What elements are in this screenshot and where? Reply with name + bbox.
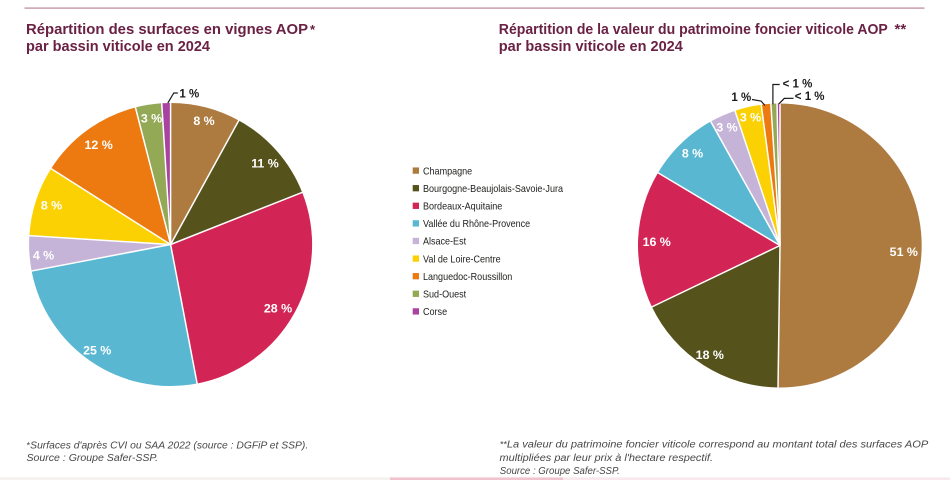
svg-text:Champagne: Champagne bbox=[423, 166, 472, 177]
svg-text:51 %: 51 % bbox=[890, 245, 918, 259]
svg-text:Source : Groupe Safer-SSP.: Source : Groupe Safer-SSP. bbox=[500, 466, 620, 477]
svg-text:18 %: 18 % bbox=[696, 348, 724, 362]
svg-text:par bassin viticole en 2024: par bassin viticole en 2024 bbox=[26, 38, 211, 55]
svg-text:Vallée du Rhône-Provence: Vallée du Rhône-Provence bbox=[423, 219, 530, 230]
svg-text:25 %: 25 % bbox=[83, 344, 111, 358]
svg-text:28 %: 28 % bbox=[264, 302, 292, 316]
svg-text:11 %: 11 % bbox=[251, 157, 279, 171]
svg-text:Bordeaux-Aquitaine: Bordeaux-Aquitaine bbox=[423, 202, 503, 213]
svg-text:par bassin viticole en 2024: par bassin viticole en 2024 bbox=[499, 38, 684, 55]
svg-text:8 %: 8 % bbox=[193, 114, 214, 128]
svg-text:< 1 %: < 1 % bbox=[783, 78, 813, 90]
svg-text:8 %: 8 % bbox=[41, 198, 62, 212]
svg-text:Languedoc-Roussillon: Languedoc-Roussillon bbox=[423, 272, 512, 283]
svg-text:multipliées par leur prix à l': multipliées par leur prix à l'hectare re… bbox=[500, 453, 714, 464]
svg-text:**: ** bbox=[500, 439, 508, 449]
svg-text:Bourgogne-Beaujolais-Savoie-Ju: Bourgogne-Beaujolais-Savoie-Jura bbox=[423, 184, 563, 195]
svg-text:3 %: 3 % bbox=[740, 110, 761, 124]
svg-text:La valeur du patrimoine foncie: La valeur du patrimoine foncier viticole… bbox=[507, 440, 929, 451]
svg-text:Répartition des surfaces en vi: Répartition des surfaces en vignes AOP bbox=[26, 21, 308, 38]
svg-text:12 %: 12 % bbox=[84, 138, 112, 152]
svg-text:3 %: 3 % bbox=[141, 111, 162, 125]
svg-text:Corse: Corse bbox=[423, 307, 447, 318]
svg-text:**: ** bbox=[895, 21, 907, 38]
svg-text:1 %: 1 % bbox=[179, 88, 199, 100]
svg-text:Val de Loire-Centre: Val de Loire-Centre bbox=[423, 254, 501, 265]
svg-text:16 %: 16 % bbox=[643, 235, 671, 249]
svg-text:Répartition de la valeur du pa: Répartition de la valeur du patrimoine f… bbox=[499, 21, 888, 38]
svg-text:3 %: 3 % bbox=[716, 120, 737, 134]
svg-text:Sud-Ouest: Sud-Ouest bbox=[423, 290, 466, 301]
svg-text:4 %: 4 % bbox=[33, 249, 54, 263]
svg-text:8 %: 8 % bbox=[682, 146, 703, 160]
svg-text:Alsace-Est: Alsace-Est bbox=[423, 237, 466, 248]
svg-text:*: * bbox=[310, 22, 316, 37]
svg-text:1 %: 1 % bbox=[731, 92, 751, 104]
svg-text:< 1 %: < 1 % bbox=[795, 91, 825, 103]
svg-text:Source : Groupe Safer-SSP.: Source : Groupe Safer-SSP. bbox=[27, 453, 159, 464]
svg-text:*: * bbox=[26, 440, 30, 450]
svg-text:Surfaces d'après CVI ou SAA 20: Surfaces d'après CVI ou SAA 2022 (source… bbox=[30, 441, 308, 452]
